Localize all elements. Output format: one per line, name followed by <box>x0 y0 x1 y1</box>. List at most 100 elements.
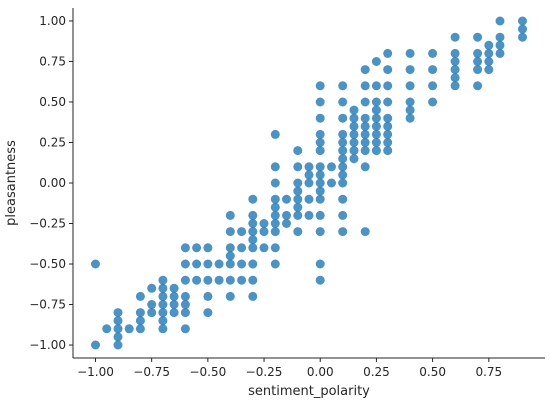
scatter-point <box>270 129 280 139</box>
scatter-point <box>91 259 100 269</box>
scatter-point <box>428 65 438 75</box>
x-axis-ticks: −1.00 −0.75 −0.50 −0.25 0.00 0.25 0.50 0.75 <box>77 358 502 379</box>
x-tick-label: −0.75 <box>133 365 170 379</box>
x-tick-label: −1.00 <box>77 365 114 379</box>
scatter-point <box>304 178 314 188</box>
scatter-point <box>158 324 168 334</box>
scatter-point <box>338 113 348 123</box>
y-tick-label: −0.75 <box>29 298 66 312</box>
scatter-point <box>315 227 325 237</box>
scatter-point <box>237 275 247 285</box>
scatter-point <box>315 81 325 91</box>
scatter-point <box>428 81 438 91</box>
scatter-point <box>270 259 280 269</box>
scatter-point <box>135 316 145 326</box>
scatter-point <box>282 210 291 220</box>
scatter-point <box>473 48 483 58</box>
scatter-point <box>293 202 303 212</box>
scatter-point <box>349 121 359 131</box>
scatter-point <box>371 121 381 131</box>
scatter-point <box>473 32 483 42</box>
scatter-point <box>315 138 325 147</box>
scatter-point <box>315 113 325 123</box>
scatter-point <box>473 65 483 75</box>
scatter-point <box>338 97 348 107</box>
scatter-point <box>203 308 213 318</box>
scatter-point <box>383 129 393 139</box>
scatter-point <box>349 146 359 156</box>
scatter-point <box>158 283 168 293</box>
scatter-point <box>371 113 381 123</box>
scatter-point <box>270 243 280 253</box>
scatter-point <box>180 324 190 334</box>
scatter-point <box>383 65 393 75</box>
scatter-point <box>270 162 280 172</box>
scatter-point <box>338 138 348 147</box>
scatter-point <box>315 259 325 269</box>
scatter-point <box>360 65 370 75</box>
scatter-point <box>315 275 325 285</box>
scatter-point <box>349 129 359 139</box>
scatter-point <box>293 178 303 188</box>
scatter-point <box>405 48 415 58</box>
scatter-point <box>270 178 280 188</box>
scatter-point <box>270 227 280 237</box>
scatter-point <box>248 235 258 245</box>
scatter-point <box>315 210 325 220</box>
scatter-point <box>338 170 348 180</box>
scatter-point <box>338 227 348 237</box>
scatter-point <box>518 32 527 42</box>
scatter-point <box>225 259 235 269</box>
scatter-point <box>248 291 258 301</box>
scatter-point <box>495 32 505 42</box>
scatter-point <box>383 97 393 107</box>
scatter-point <box>495 40 505 50</box>
scatter-point <box>180 291 190 301</box>
scatter-point <box>225 291 235 301</box>
scatter-point <box>248 227 258 237</box>
scatter-point <box>349 113 359 123</box>
scatter-point <box>214 275 224 285</box>
scatter-point <box>169 308 179 318</box>
scatter-point <box>180 308 190 318</box>
scatter-point <box>102 324 112 334</box>
scatter-point <box>248 210 258 220</box>
scatter-point <box>450 65 460 75</box>
scatter-point <box>124 324 134 334</box>
y-tick-label: −0.50 <box>29 257 66 271</box>
scatter-point <box>338 129 348 139</box>
scatter-point <box>383 81 393 91</box>
scatter-point <box>450 32 460 42</box>
scatter-point <box>225 243 235 253</box>
scatter-point <box>270 194 280 204</box>
scatter-point <box>225 275 235 285</box>
scatter-point <box>203 291 213 301</box>
scatter-point <box>304 162 314 172</box>
scatter-point <box>293 210 303 220</box>
scatter-point <box>360 162 370 172</box>
scatter-point <box>371 97 381 107</box>
scatter-point <box>495 48 505 58</box>
scatter-point <box>158 300 168 309</box>
scatter-point <box>371 146 381 156</box>
scatter-point <box>315 178 325 188</box>
y-tick-label: 0.50 <box>39 95 66 109</box>
scatter-point <box>91 340 100 350</box>
scatter-point <box>484 48 494 58</box>
scatter-point <box>315 129 325 139</box>
scatter-point <box>203 243 213 253</box>
scatter-point <box>259 219 269 228</box>
scatter-point <box>315 170 325 180</box>
y-tick-label: 0.75 <box>39 54 66 68</box>
scatter-point <box>360 113 370 123</box>
scatter-point <box>180 243 190 253</box>
scatter-point <box>383 121 393 131</box>
scatter-points <box>91 16 527 350</box>
scatter-point <box>338 154 348 164</box>
x-tick-label: −0.50 <box>189 365 226 379</box>
scatter-point <box>360 97 370 107</box>
scatter-point <box>304 194 314 204</box>
scatter-point <box>405 105 415 115</box>
scatter-point <box>338 81 348 91</box>
